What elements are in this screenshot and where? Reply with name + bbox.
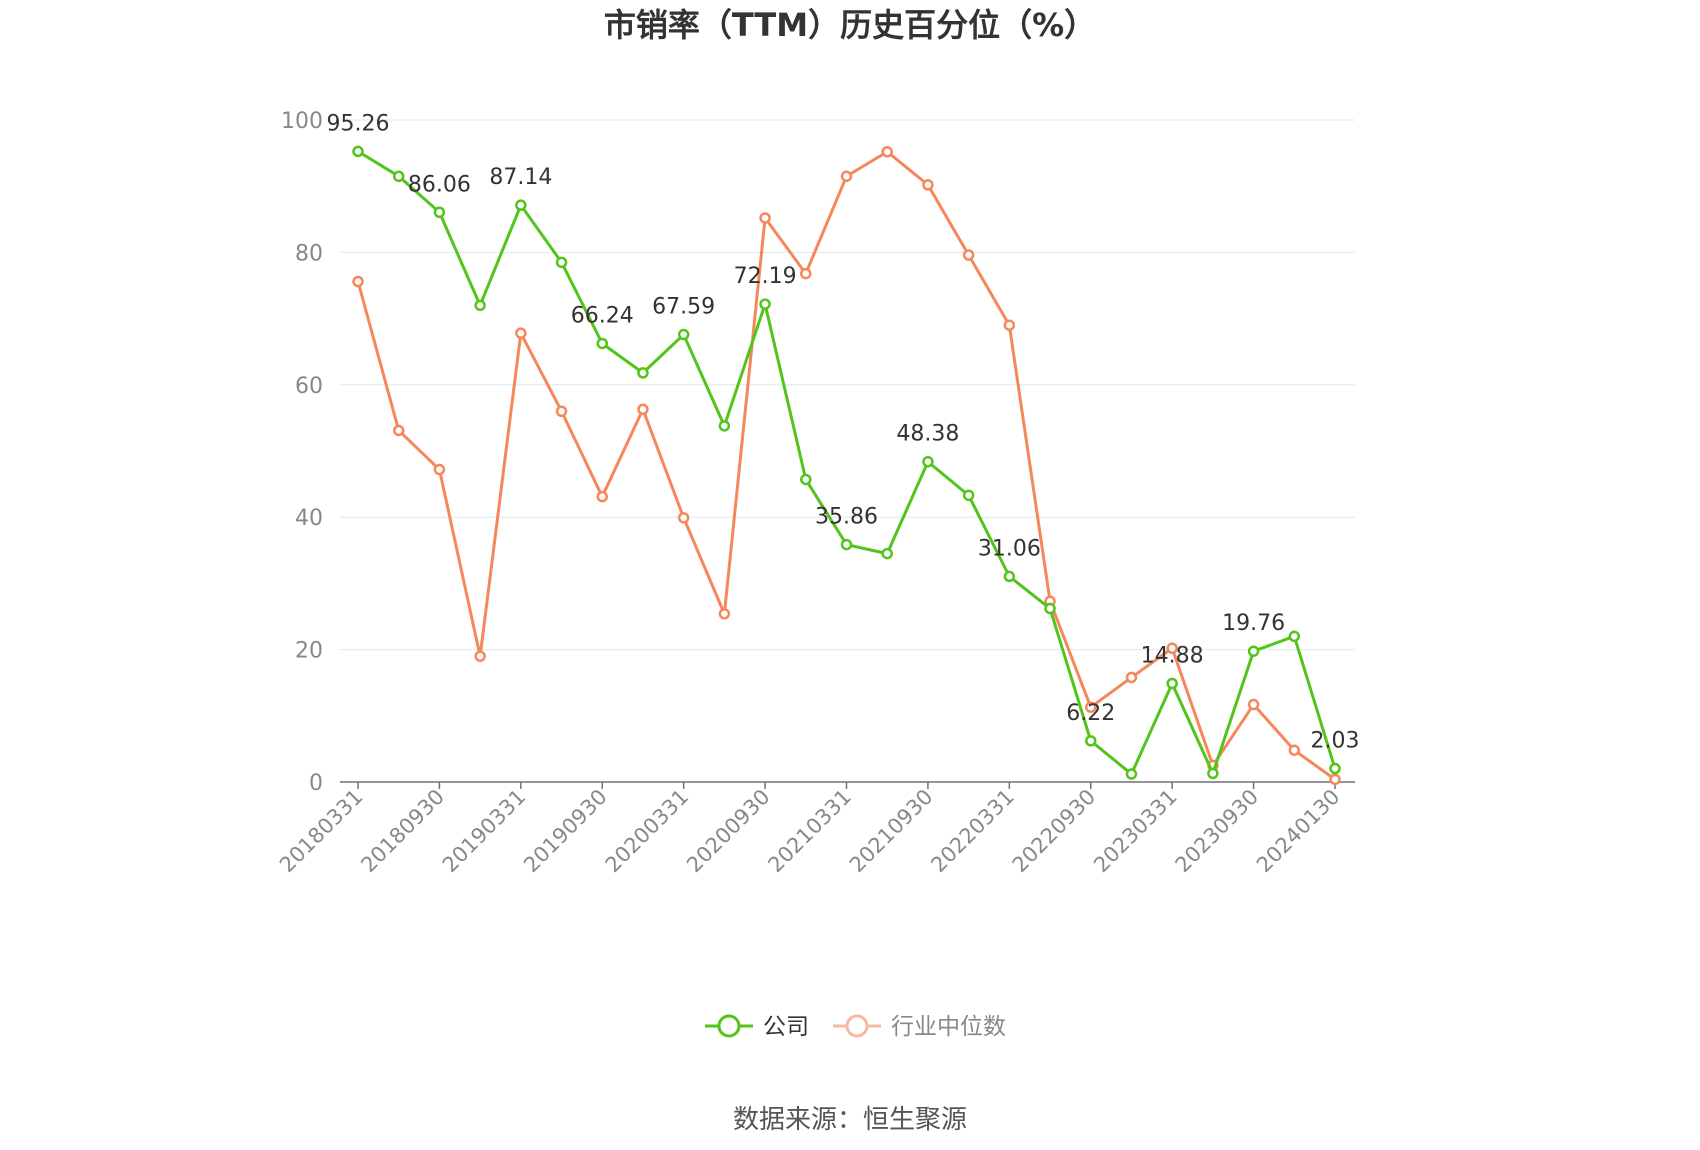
data-point[interactable] bbox=[352, 275, 364, 288]
data-point[interactable] bbox=[1329, 762, 1341, 775]
data-point[interactable] bbox=[840, 538, 853, 551]
data-label: 72.19 bbox=[734, 264, 797, 289]
legend-swatch-marker bbox=[717, 1014, 741, 1038]
data-point[interactable] bbox=[718, 420, 731, 432]
data-point[interactable] bbox=[677, 512, 690, 524]
x-axis: 2018033120180930201903312019093020200331… bbox=[275, 781, 1355, 878]
data-label: 31.06 bbox=[978, 536, 1041, 561]
data-point[interactable] bbox=[759, 298, 771, 310]
data-point[interactable] bbox=[677, 328, 690, 341]
data-point[interactable] bbox=[596, 337, 608, 350]
data-label: 48.38 bbox=[896, 422, 959, 447]
x-tick-label: 20240130 bbox=[1252, 785, 1345, 878]
data-label: 6.22 bbox=[1066, 701, 1115, 726]
data-point[interactable] bbox=[1166, 677, 1178, 690]
y-tick-label: 0 bbox=[309, 771, 323, 796]
data-point[interactable] bbox=[433, 463, 446, 476]
data-point[interactable] bbox=[922, 179, 934, 191]
data-point[interactable] bbox=[1207, 767, 1219, 780]
data-point[interactable] bbox=[637, 367, 649, 379]
data-label: 67.59 bbox=[652, 295, 715, 320]
data-point[interactable] bbox=[515, 199, 527, 211]
data-point[interactable] bbox=[1044, 602, 1056, 615]
data-point[interactable] bbox=[515, 327, 527, 339]
data-point[interactable] bbox=[1288, 630, 1301, 643]
y-tick-label: 100 bbox=[281, 109, 323, 134]
data-point[interactable] bbox=[962, 489, 975, 502]
y-tick-label: 80 bbox=[295, 241, 323, 266]
x-tick-label: 20210930 bbox=[845, 785, 938, 878]
data-point[interactable] bbox=[1085, 735, 1097, 747]
data-point[interactable] bbox=[800, 473, 812, 486]
source-note: 数据来源：恒生聚源 bbox=[733, 1105, 967, 1135]
x-tick-label: 20180331 bbox=[275, 785, 368, 878]
data-label: 95.26 bbox=[327, 111, 390, 136]
data-point[interactable] bbox=[392, 170, 405, 183]
data-point[interactable] bbox=[1003, 319, 1016, 331]
x-tick-label: 20180930 bbox=[356, 785, 449, 878]
data-point[interactable] bbox=[474, 650, 486, 662]
legend-label: 行业中位数 bbox=[891, 1014, 1006, 1040]
data-point[interactable] bbox=[596, 490, 608, 503]
y-tick-label: 20 bbox=[295, 639, 323, 664]
data-point[interactable] bbox=[1125, 671, 1138, 684]
data-point[interactable] bbox=[881, 547, 893, 560]
legend[interactable]: 公司 行业中位数 bbox=[705, 1014, 1006, 1040]
data-point[interactable] bbox=[840, 170, 853, 183]
data-point[interactable] bbox=[555, 256, 568, 269]
x-tick-label: 20200930 bbox=[682, 785, 775, 878]
data-label: 35.86 bbox=[815, 505, 878, 530]
y-tick-label: 40 bbox=[295, 506, 323, 531]
data-label: 87.14 bbox=[489, 165, 552, 190]
legend-swatch-marker bbox=[845, 1014, 869, 1038]
data-point[interactable] bbox=[433, 206, 446, 219]
data-point[interactable] bbox=[1003, 570, 1016, 583]
data-label: 86.06 bbox=[408, 172, 471, 197]
x-tick-label: 20230331 bbox=[1089, 785, 1182, 878]
legend-item-company[interactable]: 公司 bbox=[705, 1014, 809, 1040]
data-point[interactable] bbox=[637, 403, 649, 416]
x-tick-label: 20220930 bbox=[1008, 785, 1101, 878]
grid bbox=[340, 119, 1355, 651]
data-point[interactable] bbox=[962, 249, 975, 261]
data-point[interactable] bbox=[555, 405, 568, 418]
legend-label: 公司 bbox=[763, 1014, 809, 1040]
y-tick-label: 60 bbox=[295, 374, 323, 399]
data-point[interactable] bbox=[1288, 744, 1301, 756]
data-point[interactable] bbox=[1247, 645, 1260, 657]
data-point[interactable] bbox=[718, 608, 731, 620]
data-point[interactable] bbox=[922, 455, 934, 468]
data-label: 14.88 bbox=[1141, 643, 1204, 668]
chart-title: 市销率（TTM）历史百分位（%） bbox=[604, 6, 1096, 44]
data-point[interactable] bbox=[759, 212, 771, 224]
data-point[interactable] bbox=[1085, 701, 1097, 713]
plot-area bbox=[352, 145, 1341, 786]
data-point[interactable] bbox=[392, 424, 405, 437]
data-point[interactable] bbox=[800, 267, 812, 280]
data-point[interactable] bbox=[352, 145, 364, 158]
x-tick-label: 20220331 bbox=[926, 785, 1019, 878]
data-label: 2.03 bbox=[1311, 729, 1360, 754]
data-point[interactable] bbox=[1329, 773, 1341, 786]
data-point[interactable] bbox=[1125, 768, 1138, 780]
data-labels: 95.26 86.06 87.14 66.24 67.59 72.19 35.86 48.38… bbox=[327, 111, 1360, 753]
y-axis: 0 20 40 60 80 100 bbox=[281, 109, 323, 796]
data-point[interactable] bbox=[474, 299, 486, 312]
x-tick-label: 20190930 bbox=[519, 785, 612, 878]
data-label: 19.76 bbox=[1222, 611, 1285, 636]
data-point[interactable] bbox=[881, 146, 893, 158]
data-point[interactable] bbox=[1166, 642, 1178, 655]
x-tick-label: 20190331 bbox=[438, 785, 531, 878]
data-label: 66.24 bbox=[571, 303, 634, 328]
legend-item-industry-median[interactable]: 行业中位数 bbox=[833, 1014, 1006, 1040]
x-tick-label: 20210331 bbox=[763, 785, 856, 878]
x-tick-label: 20200331 bbox=[601, 785, 694, 878]
x-tick-label: 20230930 bbox=[1171, 785, 1264, 878]
data-point[interactable] bbox=[1247, 698, 1260, 711]
